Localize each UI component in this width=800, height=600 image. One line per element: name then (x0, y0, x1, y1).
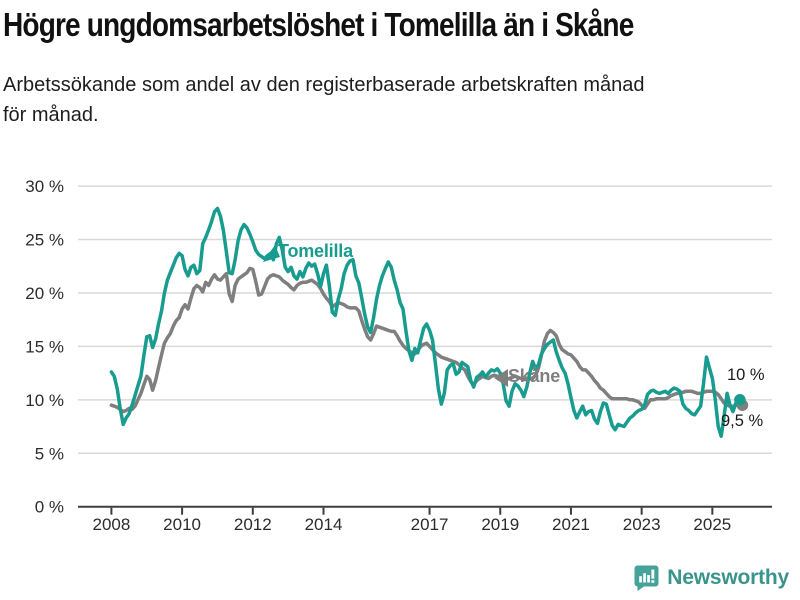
newsworthy-bubble-chart-icon (634, 565, 659, 591)
series-label-text: Skåne (508, 366, 561, 386)
x-axis-label: 2019 (481, 515, 519, 534)
series-label-text: Tomelilla (278, 241, 353, 261)
x-axis-label: 2014 (305, 515, 343, 534)
y-axis-label: 15 % (25, 337, 64, 356)
y-axis-label: 0 % (35, 498, 64, 517)
y-axis-label: 20 % (25, 284, 64, 303)
subtitle-line-1: Arbetssökande som andel av den registerb… (3, 74, 645, 96)
series-line-skane (109, 266, 741, 414)
x-axis-label: 2010 (163, 515, 201, 534)
x-axis-label: 2023 (623, 515, 661, 534)
skane-label-arrow (494, 369, 508, 387)
series-label-skane: Skåne (508, 366, 560, 387)
series-label-tomelilla: Tomelilla (278, 241, 353, 262)
end-value-skane: 9,5 % (721, 412, 764, 430)
page-title: Högre ungdomsarbetslöshet i Tomelilla än… (3, 6, 634, 43)
y-axis-label: 10 % (25, 391, 64, 410)
x-axis-label: 2025 (693, 515, 731, 534)
x-axis-label: 2008 (92, 515, 130, 534)
x-axis-label: 2017 (411, 515, 449, 534)
series-line-tomelilla (109, 206, 741, 438)
newsworthy-logo[interactable]: Newsworthy (633, 564, 789, 591)
end-value-tomelilla: 10 % (727, 366, 765, 384)
newsworthy-wordmark: Newsworthy (667, 565, 789, 589)
chart-subtitle: Arbetssökande som andel av den registerb… (3, 70, 763, 130)
end-dot-tomelilla (734, 394, 746, 406)
y-axis-label: 25 % (25, 231, 64, 250)
x-axis-label: 2012 (234, 515, 272, 534)
subtitle-line-2: för månad. (3, 104, 99, 126)
tomelilla-label-arrow (263, 245, 280, 262)
y-axis-label: 5 % (35, 444, 64, 463)
y-axis-label: 30 % (25, 177, 64, 196)
x-axis-label: 2021 (552, 515, 590, 534)
